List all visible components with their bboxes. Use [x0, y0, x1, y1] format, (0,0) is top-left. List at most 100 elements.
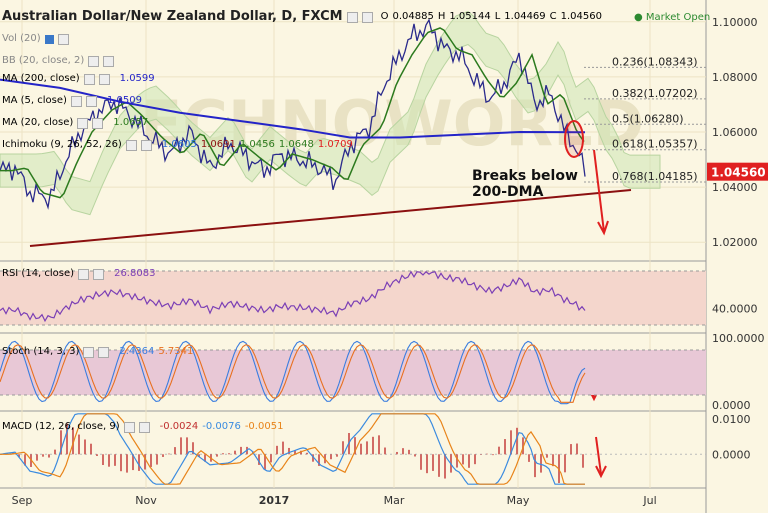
- macd-arrow-icon: [595, 436, 602, 475]
- macd-hist-bar: [528, 454, 530, 462]
- ma200-eye-icon[interactable]: [83, 73, 95, 85]
- macd-hist-bar: [270, 454, 272, 463]
- macd-hist-bar: [426, 454, 428, 474]
- ichimoku-value-3: 1.0456: [239, 139, 275, 150]
- ma20-eye-icon[interactable]: [77, 117, 89, 129]
- macd-hist-bar: [186, 437, 188, 455]
- macd-hist-bar: [516, 427, 518, 455]
- macd-hist-bar: [168, 453, 170, 455]
- macd-arrow-head: [595, 465, 607, 479]
- macd-hist-bar: [150, 454, 152, 467]
- macd-hist-bar: [504, 439, 506, 455]
- macd-hist-bar: [438, 454, 440, 477]
- ohlc-open: 0.04885: [392, 11, 434, 22]
- header-eye-icon[interactable]: [346, 11, 358, 23]
- macd-hist-bar: [432, 454, 434, 471]
- ma5-row: MA (5, close) 1.0509: [2, 95, 142, 107]
- macd-hist-bar: [444, 454, 446, 479]
- vol-eye-icon[interactable]: [44, 34, 54, 44]
- time-axis-label: Jul: [642, 494, 656, 507]
- macd-hist-bar: [492, 454, 494, 456]
- macd-hist-bar: [474, 454, 476, 465]
- macd-hist-bar: [312, 454, 314, 462]
- macd-hist-bar: [264, 454, 266, 470]
- macd-hist-bar: [78, 434, 80, 455]
- macd-hist-bar: [228, 453, 230, 455]
- ma20-row: MA (20, close) 1.0657: [2, 117, 148, 129]
- stoch-eye-icon[interactable]: [83, 346, 95, 358]
- vol-label: Vol (20): [2, 33, 41, 44]
- macd-hist-bar: [102, 454, 104, 465]
- price-tick-label: 1.10000: [712, 16, 758, 29]
- rsi-settings-icon[interactable]: [93, 268, 105, 280]
- macd-hist-bar: [294, 450, 296, 455]
- ma200-line: [0, 78, 586, 139]
- price-tick-label: 1.06000: [712, 126, 758, 139]
- ichimoku-value-5: 1.0709: [317, 139, 353, 150]
- macd-hist-bar: [108, 454, 110, 467]
- ichimoku-settings-icon[interactable]: [140, 139, 152, 151]
- header-settings-icon[interactable]: [361, 11, 373, 23]
- header-title: Australian Dollar/New Zealand Dollar, D,…: [2, 9, 343, 24]
- macd-hist-bar: [144, 454, 146, 470]
- macd-eye-icon[interactable]: [123, 421, 135, 433]
- macd-hist-bar: [498, 446, 500, 455]
- ma200-value: 1.0599: [119, 73, 155, 84]
- macd-hist-bar: [90, 443, 92, 455]
- vol-settings-icon[interactable]: [57, 33, 69, 45]
- macd-hist-bar: [522, 437, 524, 455]
- ohlc-o-label: O: [380, 11, 389, 22]
- macd-hist-bar: [258, 454, 260, 465]
- macd-hist-bar: [534, 454, 536, 478]
- macd-hist-bar: [60, 430, 62, 455]
- macd-hist-bar: [306, 452, 308, 455]
- ma200-label: MA (200, close): [2, 73, 80, 84]
- macd-signal-value: -0.0051: [244, 421, 284, 432]
- macd-hist-bar: [462, 454, 464, 465]
- macd-hist-bar: [66, 423, 68, 455]
- rsi-eye-icon[interactable]: [78, 268, 90, 280]
- ichimoku-eye-icon[interactable]: [125, 139, 137, 151]
- macd-hist-bar: [420, 454, 422, 470]
- ma20-value: 1.0657: [113, 117, 149, 128]
- ma5-value: 1.0509: [106, 95, 142, 106]
- macd-hist-bar: [468, 454, 470, 468]
- vol-row: Vol (20): [2, 33, 69, 45]
- bb-row: BB (20, close, 2): [2, 55, 115, 67]
- ma200-row: MA (200, close) 1.0599: [2, 73, 155, 85]
- macd-hist-bar: [174, 447, 176, 455]
- macd-hist-bar: [84, 439, 86, 455]
- macd-settings-icon[interactable]: [138, 421, 150, 433]
- stoch-d-line: [0, 344, 586, 403]
- bb-settings-icon[interactable]: [103, 55, 115, 67]
- ma5-label: MA (5, close): [2, 95, 67, 106]
- bb-eye-icon[interactable]: [88, 55, 100, 67]
- macd-hist-bar: [48, 454, 50, 458]
- annotation-line-1: Breaks below: [472, 168, 578, 184]
- ma5-settings-icon[interactable]: [85, 95, 97, 107]
- market-status-dot-icon: ●: [634, 12, 643, 23]
- ichimoku-row: Ichimoku (9, 26, 52, 26) 1.0605 1.0691 1…: [2, 139, 353, 151]
- macd-line-value: -0.0076: [202, 421, 241, 432]
- stoch-row: Stoch (14, 3, 3) 2.4364 5.7341: [2, 346, 193, 358]
- annotation-line-2: 200-DMA: [472, 184, 544, 200]
- ma5-eye-icon[interactable]: [70, 95, 82, 107]
- ichimoku-value-2: 1.0691: [200, 139, 236, 150]
- fib-level-label: 0.236(1.08343): [612, 55, 698, 68]
- stoch-settings-icon[interactable]: [98, 346, 110, 358]
- support-trendline[interactable]: [29, 189, 632, 247]
- macd-hist-bar: [18, 454, 20, 458]
- fib-level-label: 0.618(1.05357): [612, 138, 698, 151]
- macd-hist-bar: [24, 454, 26, 466]
- ma20-settings-icon[interactable]: [92, 117, 104, 129]
- price-tick-label: 1.04000: [712, 181, 758, 194]
- macd-hist-bar: [342, 441, 344, 455]
- macd-hist-bar: [570, 444, 572, 455]
- macd-hist-bar: [72, 427, 74, 455]
- macd-hist-bar: [42, 454, 44, 457]
- macd-hist-bar: [510, 430, 512, 455]
- macd-hist-bar: [456, 454, 458, 468]
- ma200-settings-icon[interactable]: [98, 73, 110, 85]
- macd-hist-bar: [288, 447, 290, 455]
